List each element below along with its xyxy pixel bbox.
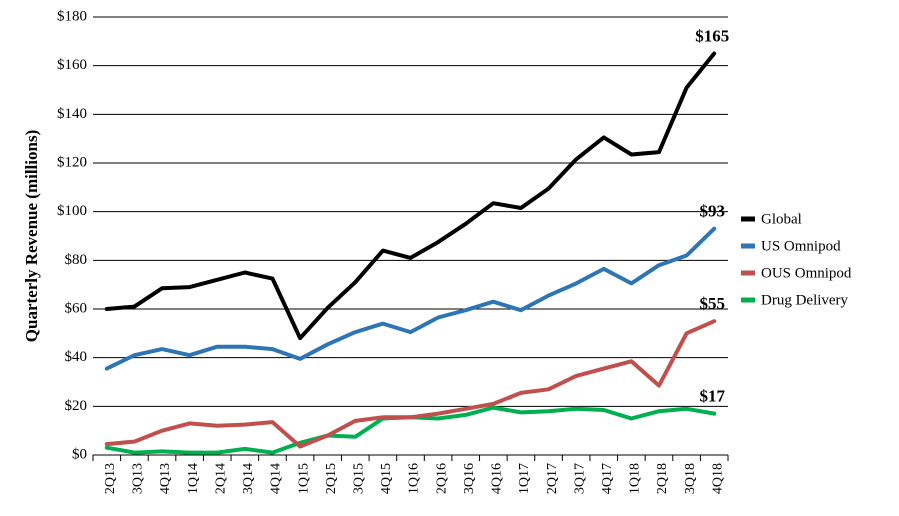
y-tick-label: $0 xyxy=(72,446,87,462)
end-labels: $165 $93 $55 $17 xyxy=(695,27,729,406)
legend: Global US Omnipod OUS Omnipod Drug Delivery xyxy=(741,211,852,308)
x-tick-label: 4Q13 xyxy=(158,463,173,494)
x-tick-label: 3Q18 xyxy=(683,463,698,494)
x-tick-label: 1Q15 xyxy=(296,463,311,494)
x-tick-label: 3Q17 xyxy=(572,463,587,494)
x-tick-label: 1Q18 xyxy=(628,463,643,494)
legend-entry: OUS Omnipod xyxy=(761,265,852,281)
x-tick-label: 3Q14 xyxy=(241,463,256,494)
series-line-drug-delivery xyxy=(104,405,717,455)
y-tick-label: $20 xyxy=(65,398,88,414)
end-label: $55 xyxy=(699,294,725,313)
y-tick-label: $80 xyxy=(65,252,88,268)
y-tick-label: $100 xyxy=(57,203,87,219)
x-tick-label: 4Q18 xyxy=(710,463,725,494)
x-tick-label: 4Q17 xyxy=(600,463,615,494)
x-tick-label: 4Q15 xyxy=(379,463,394,494)
end-label: $17 xyxy=(699,387,725,406)
y-tick-label: $180 xyxy=(57,8,87,24)
legend-entry: Drug Delivery xyxy=(761,292,849,308)
y-tick-label: $40 xyxy=(65,349,88,365)
gridlines xyxy=(93,16,728,407)
x-tick-label: 2Q16 xyxy=(434,463,449,494)
x-axis-ticks: 2Q13 3Q13 4Q13 1Q14 2Q14 3Q14 4Q14 1Q15 2Q15 3Q15… xyxy=(92,455,729,494)
series-line-us-omnipod xyxy=(104,226,717,371)
series-line-global xyxy=(104,51,717,341)
x-tick-label: 3Q15 xyxy=(352,463,367,494)
y-tick-label: $120 xyxy=(57,154,87,170)
series-line-ous-omnipod xyxy=(104,319,717,449)
x-tick-label: 3Q16 xyxy=(462,463,477,494)
x-tick-label: 3Q13 xyxy=(131,463,146,494)
y-tick-label: $140 xyxy=(57,106,87,122)
y-tick-label: $160 xyxy=(57,57,87,73)
y-axis-label: Quarterly Revenue (millions) xyxy=(22,130,41,342)
x-tick-label: 2Q13 xyxy=(103,463,118,494)
legend-entry: US Omnipod xyxy=(761,238,841,254)
legend-entry: Global xyxy=(761,211,802,227)
x-tick-label: 1Q16 xyxy=(407,463,422,494)
x-tick-label: 2Q18 xyxy=(655,463,670,494)
x-tick-label: 4Q14 xyxy=(269,463,284,494)
x-tick-label: 2Q14 xyxy=(213,463,228,494)
end-label: $93 xyxy=(699,202,725,221)
series-lines xyxy=(104,51,717,455)
y-tick-label: $60 xyxy=(65,300,88,316)
x-tick-label: 4Q16 xyxy=(490,463,505,494)
x-tick-label: 1Q14 xyxy=(186,463,201,494)
end-label: $165 xyxy=(695,27,729,46)
x-tick-label: 2Q17 xyxy=(545,463,560,494)
x-tick-label: 1Q17 xyxy=(517,463,532,494)
y-axis-ticks: $0 $20 $40 $60 $80 $100 $120 $140 $160 $180 xyxy=(57,8,87,462)
x-tick-label: 2Q15 xyxy=(324,463,339,494)
